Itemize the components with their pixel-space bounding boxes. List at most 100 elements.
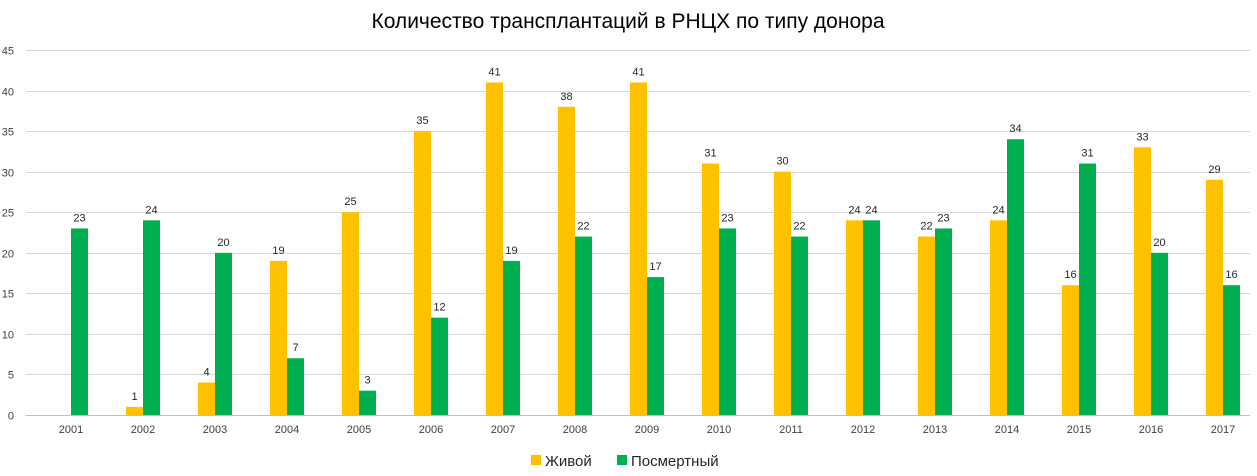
x-tick-label: 2007 <box>491 424 515 436</box>
y-tick-label: 40 <box>2 87 14 99</box>
x-tick-label: 2016 <box>1139 424 1163 436</box>
data-label-living-2002: 1 <box>131 391 137 403</box>
bar-living-2010 <box>702 163 719 415</box>
data-label-deceased-2010: 23 <box>721 212 733 224</box>
bar-living-2007 <box>486 82 503 415</box>
y-axis-ticks: 0 5 10 15 20 25 30 35 40 45 <box>2 46 14 423</box>
data-label-deceased-2014: 34 <box>1009 123 1021 135</box>
data-label-deceased-2017: 16 <box>1225 269 1237 281</box>
data-label-living-2009: 41 <box>632 66 644 78</box>
bar-deceased-2015 <box>1079 163 1096 415</box>
bar-living-2003 <box>198 382 215 415</box>
x-tick-label: 2004 <box>275 424 299 436</box>
legend: Живой Посмертный <box>531 453 719 470</box>
chart-title: Количество трансплантаций в РНЦХ по типу… <box>371 10 884 33</box>
y-tick-label: 20 <box>2 249 14 261</box>
data-label-living-2010: 31 <box>704 148 716 160</box>
bar-living-2016 <box>1134 147 1151 416</box>
x-tick-label: 2006 <box>419 424 443 436</box>
data-label-deceased-2009: 17 <box>649 261 661 273</box>
data-label-living-2012: 24 <box>848 204 860 216</box>
data-label-living-2008: 38 <box>560 91 572 103</box>
data-label-living-2004: 19 <box>272 245 284 257</box>
legend-label-deceased: Посмертный <box>631 453 719 470</box>
bar-deceased-2009 <box>647 277 664 415</box>
y-tick-label: 45 <box>2 46 14 58</box>
legend-label-living: Живой <box>545 453 592 470</box>
x-tick-label: 2015 <box>1067 424 1091 436</box>
x-tick-label: 2014 <box>995 424 1019 436</box>
data-label-living-2017: 29 <box>1208 164 1220 176</box>
legend-swatch-living <box>531 455 541 465</box>
x-tick-label: 2002 <box>131 424 155 436</box>
data-label-deceased-2015: 31 <box>1081 148 1093 160</box>
data-label-living-2006: 35 <box>416 115 428 127</box>
y-tick-label: 25 <box>2 208 14 220</box>
x-tick-label: 2012 <box>851 424 875 436</box>
x-tick-label: 2001 <box>59 424 83 436</box>
bar-living-2004 <box>270 260 287 415</box>
y-tick-label: 0 <box>8 411 14 423</box>
data-label-deceased-2005: 3 <box>364 375 370 387</box>
bar-living-2008 <box>558 106 575 416</box>
x-tick-label: 2005 <box>347 424 371 436</box>
bar-living-2014 <box>990 220 1007 415</box>
data-label-living-2007: 41 <box>488 66 500 78</box>
y-tick-label: 5 <box>8 370 14 382</box>
bar-deceased-2007 <box>503 260 520 415</box>
data-label-living-2011: 30 <box>776 156 788 168</box>
bar-deceased-2008 <box>575 236 592 415</box>
x-tick-label: 2003 <box>203 424 227 436</box>
y-tick-label: 35 <box>2 127 14 139</box>
data-labels: 23 1 24 4 20 19 7 25 3 35 12 41 19 38 22 41 17 31 23 30 22 24… <box>73 66 1237 402</box>
data-label-living-2013: 22 <box>920 221 932 233</box>
x-tick-label: 2013 <box>923 424 947 436</box>
data-label-deceased-2003: 20 <box>217 237 229 249</box>
data-label-living-2005: 25 <box>344 196 356 208</box>
bar-living-2005 <box>342 212 359 415</box>
data-label-living-2016: 33 <box>1136 131 1148 143</box>
legend-swatch-deceased <box>617 455 627 465</box>
data-label-deceased-2008: 22 <box>577 221 589 233</box>
y-tick-label: 10 <box>2 330 14 342</box>
y-tick-label: 30 <box>2 168 14 180</box>
bar-living-2006 <box>414 131 431 415</box>
data-label-living-2014: 24 <box>992 204 1004 216</box>
bar-deceased-2017 <box>1223 285 1240 415</box>
bar-deceased-2005 <box>359 390 376 415</box>
bar-deceased-2001 <box>71 228 88 415</box>
bar-living-2009 <box>630 82 647 415</box>
bar-living-2002 <box>126 406 143 415</box>
data-label-deceased-2002: 24 <box>145 204 157 216</box>
bar-living-2012 <box>846 220 863 415</box>
bars <box>71 82 1240 416</box>
x-tick-label: 2017 <box>1211 424 1235 436</box>
bar-living-2015 <box>1062 285 1079 415</box>
bar-living-2013 <box>918 236 935 415</box>
x-tick-label: 2009 <box>635 424 659 436</box>
data-label-living-2015: 16 <box>1064 269 1076 281</box>
data-label-living-2003: 4 <box>203 367 209 379</box>
data-label-deceased-2001: 23 <box>73 212 85 224</box>
x-tick-label: 2008 <box>563 424 587 436</box>
data-label-deceased-2012: 24 <box>865 204 877 216</box>
bar-deceased-2006 <box>431 317 448 415</box>
bar-deceased-2011 <box>791 236 808 415</box>
x-tick-label: 2011 <box>779 424 803 436</box>
bar-deceased-2013 <box>935 228 952 415</box>
data-label-deceased-2016: 20 <box>1153 237 1165 249</box>
bar-living-2011 <box>774 171 791 415</box>
data-label-deceased-2006: 12 <box>433 302 445 314</box>
data-label-deceased-2004: 7 <box>292 342 298 354</box>
y-tick-label: 15 <box>2 289 14 301</box>
bar-deceased-2010 <box>719 228 736 415</box>
bar-deceased-2016 <box>1151 252 1168 415</box>
bar-deceased-2014 <box>1007 139 1024 415</box>
x-axis-ticks: 2001 2002 2003 2004 2005 2006 2007 2008 2009 2010… <box>59 424 1235 436</box>
bar-deceased-2003 <box>215 252 232 415</box>
bar-living-2017 <box>1206 179 1223 415</box>
data-label-deceased-2007: 19 <box>505 245 517 257</box>
bar-deceased-2012 <box>863 220 880 415</box>
x-tick-label: 2010 <box>707 424 731 436</box>
